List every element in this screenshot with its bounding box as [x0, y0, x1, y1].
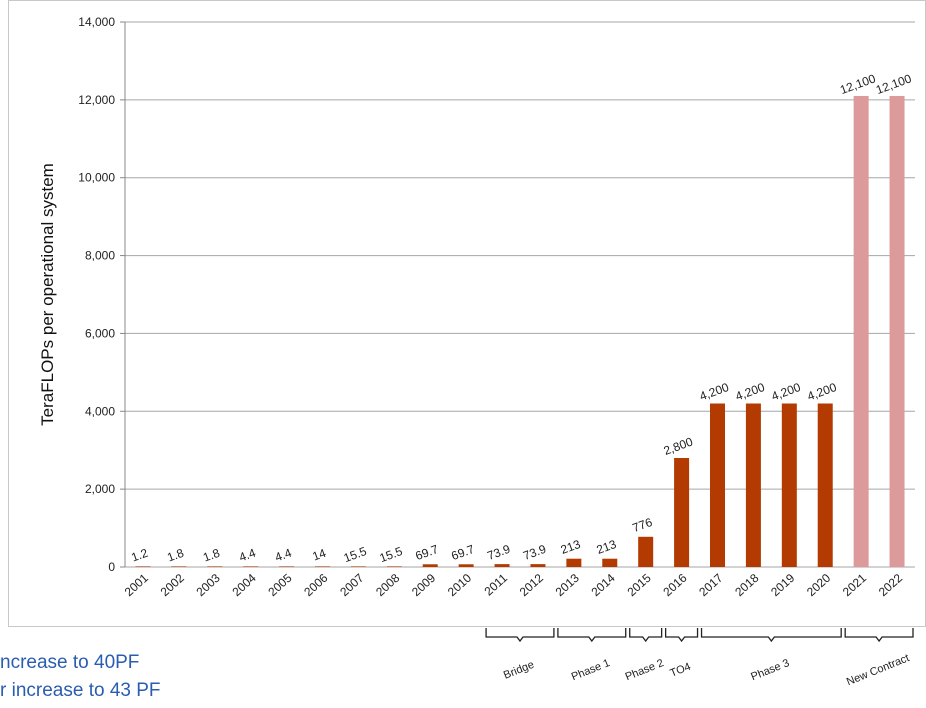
phase-label: Phase 2: [624, 657, 666, 683]
x-tick-label: 2013: [553, 571, 582, 599]
x-tick-label: 2012: [517, 571, 546, 599]
phase-bracket: [485, 628, 555, 643]
data-label: 213: [559, 537, 583, 557]
x-tick-label: 2016: [660, 571, 689, 599]
bar: [710, 403, 725, 567]
phase-label: Bridge: [502, 659, 536, 682]
x-tick-label: 2011: [482, 571, 511, 599]
x-tick-label: 2017: [696, 571, 725, 599]
data-label: 2,800: [662, 434, 695, 458]
note-line-2: r increase to 43 PF: [0, 680, 161, 701]
bar: [817, 403, 833, 567]
data-label: 4,200: [734, 380, 767, 404]
y-tick-label: 14,000: [78, 15, 115, 29]
y-tick-label: 2,000: [85, 482, 115, 496]
x-tick-label: 2022: [876, 571, 905, 599]
bar: [315, 566, 330, 567]
data-label: 213: [595, 537, 619, 557]
data-label: 4.4: [237, 546, 258, 565]
x-tick-label: 2007: [337, 571, 366, 599]
phase-bracket: [557, 628, 627, 643]
y-tick-label: 12,000: [78, 93, 115, 107]
bar: [566, 558, 582, 567]
data-label: 15.5: [378, 544, 405, 565]
x-tick-label: 2004: [229, 571, 258, 599]
data-label: 73.9: [485, 542, 512, 563]
y-tick-label: 4,000: [85, 404, 115, 418]
y-tick-label: 6,000: [85, 326, 115, 340]
data-label: 4.4: [273, 546, 294, 565]
bar: [458, 564, 474, 567]
x-tick-label: 2009: [409, 571, 438, 599]
phase-bracket: [844, 628, 914, 643]
x-tick-label: 2005: [265, 571, 294, 599]
data-label: 69.7: [449, 542, 476, 563]
data-label: 73.9: [521, 542, 548, 563]
data-label: 4,200: [805, 380, 838, 404]
note-line-1: ncrease to 40PF: [0, 652, 140, 673]
bar: [530, 564, 546, 567]
x-tick-label: 2010: [445, 571, 474, 599]
bar: [207, 566, 223, 567]
x-tick-label: 2008: [373, 571, 402, 599]
y-tick-label: 10,000: [78, 171, 115, 185]
phase-label: Phase 1: [570, 657, 612, 683]
bar: [386, 566, 402, 567]
bar: [350, 566, 366, 567]
data-label: 12,100: [874, 71, 914, 97]
data-label: 1.8: [201, 546, 222, 565]
bar: [781, 403, 797, 567]
data-label: 776: [631, 515, 655, 535]
x-tick-label: 2002: [158, 571, 187, 599]
data-label: 15.5: [342, 544, 369, 565]
y-tick-label: 0: [108, 560, 115, 574]
x-tick-label: 2018: [732, 571, 761, 599]
data-label: 4,200: [698, 380, 731, 404]
bar: [745, 403, 761, 567]
data-label: 69.7: [413, 542, 440, 563]
x-tick-label: 2014: [589, 571, 618, 599]
data-label: 14: [310, 546, 328, 564]
phase-label: Phase 3: [749, 657, 791, 683]
bar: [853, 95, 869, 567]
x-tick-label: 2001: [122, 571, 151, 599]
x-tick-label: 2006: [301, 571, 330, 599]
bar: [889, 95, 905, 567]
data-label: 1.2: [129, 546, 150, 565]
data-label: 12,100: [838, 71, 878, 97]
phase-label: TO4: [668, 661, 692, 680]
y-tick-label: 8,000: [85, 249, 115, 263]
bar: [279, 566, 295, 567]
bar: [638, 536, 654, 567]
y-axis-title: TeraFLOPs per operational system: [38, 163, 57, 426]
bar: [674, 458, 690, 567]
bar: [243, 566, 259, 567]
x-tick-label: 2021: [840, 571, 869, 599]
phase-bracket: [700, 628, 842, 643]
bar: [422, 564, 438, 567]
data-label: 1.8: [165, 546, 186, 565]
phase-bracket: [664, 628, 699, 643]
bar: [171, 566, 187, 567]
phase-label: New Contract: [845, 652, 911, 688]
chart-frame: [8, 0, 926, 627]
x-tick-label: 2019: [768, 571, 797, 599]
x-tick-label: 2015: [624, 571, 653, 599]
bar: [602, 558, 618, 567]
x-tick-label: 2020: [804, 571, 833, 599]
data-label: 4,200: [769, 380, 802, 404]
x-tick-label: 2003: [194, 571, 223, 599]
bar: [494, 564, 510, 567]
phase-bracket: [629, 628, 663, 643]
bar: [135, 566, 151, 567]
